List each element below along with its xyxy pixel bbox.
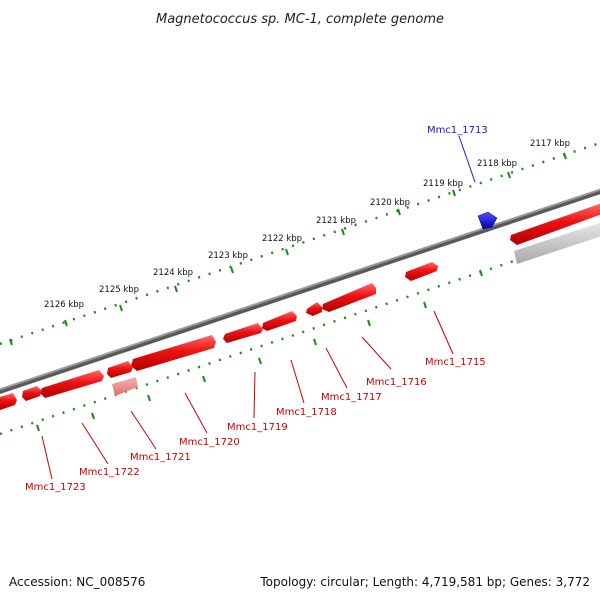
gene-label-mmc1-1718[interactable]: Mmc1_1718 bbox=[276, 407, 337, 418]
scale-label-2120: 2120 kbp bbox=[370, 198, 410, 208]
map-title: Magnetococcus sp. MC-1, complete genome bbox=[156, 12, 444, 27]
label-leader-lines bbox=[41, 135, 476, 480]
gene-block-j[interactable] bbox=[22, 386, 42, 401]
gene-label-mmc1-1717[interactable]: Mmc1_1717 bbox=[321, 392, 382, 403]
scale-label-2123: 2123 kbp bbox=[208, 251, 248, 261]
scale-label-2122: 2122 kbp bbox=[262, 234, 302, 244]
gene-block-h[interactable] bbox=[107, 361, 133, 378]
scale-label-2124: 2124 kbp bbox=[153, 268, 193, 278]
topology-text: Topology: circular; Length: 4,719,581 bp… bbox=[259, 575, 590, 589]
gene-label-mmc1-1716[interactable]: Mmc1_1716 bbox=[366, 377, 427, 388]
gene-label-mmc1-1719[interactable]: Mmc1_1719 bbox=[227, 422, 288, 433]
scale-label-2121: 2121 kbp bbox=[316, 216, 356, 226]
gene-label-mmc1-1722[interactable]: Mmc1_1722 bbox=[79, 467, 140, 478]
scale-label-2118: 2118 kbp bbox=[477, 159, 517, 169]
gene-label-mmc1-1721[interactable]: Mmc1_1721 bbox=[130, 452, 191, 463]
genome-backbone-shadow bbox=[0, 189, 600, 394]
gene-label-mmc1-1723[interactable]: Mmc1_1723 bbox=[25, 482, 86, 493]
inner-scale-line bbox=[0, 230, 600, 436]
accession-text: Accession: NC_008576 bbox=[9, 575, 145, 589]
gene-block-e[interactable] bbox=[262, 311, 297, 331]
gene-block-f[interactable] bbox=[223, 323, 263, 343]
gene-block-i[interactable] bbox=[40, 370, 104, 398]
gene-block-k[interactable] bbox=[0, 393, 17, 410]
inner-scale-ticks bbox=[36, 249, 541, 432]
gene-label-mmc1-1720[interactable]: Mmc1_1720 bbox=[179, 437, 240, 448]
genome-backbone bbox=[0, 188, 600, 391]
rna-feature-block[interactable] bbox=[514, 222, 600, 264]
scale-label-2119: 2119 kbp bbox=[423, 179, 463, 189]
gene-label-mmc1-1715[interactable]: Mmc1_1715 bbox=[425, 357, 486, 368]
gene-block-g[interactable] bbox=[131, 335, 216, 371]
scale-label-2117: 2117 kbp bbox=[530, 139, 570, 149]
gene-faded-block[interactable] bbox=[112, 377, 138, 396]
gene-block-c[interactable] bbox=[322, 283, 376, 312]
gene-block-d[interactable] bbox=[306, 302, 322, 316]
scale-label-2126: 2126 kbp bbox=[44, 300, 84, 310]
outer-scale-ticks bbox=[9, 152, 567, 346]
gene-mmc1-1713[interactable] bbox=[477, 211, 498, 230]
scale-label-2125: 2125 kbp bbox=[99, 285, 139, 295]
gene-label-mmc1-1713[interactable]: Mmc1_1713 bbox=[427, 125, 488, 136]
gene-block-a[interactable] bbox=[510, 203, 600, 245]
gene-block-b[interactable] bbox=[405, 262, 438, 281]
